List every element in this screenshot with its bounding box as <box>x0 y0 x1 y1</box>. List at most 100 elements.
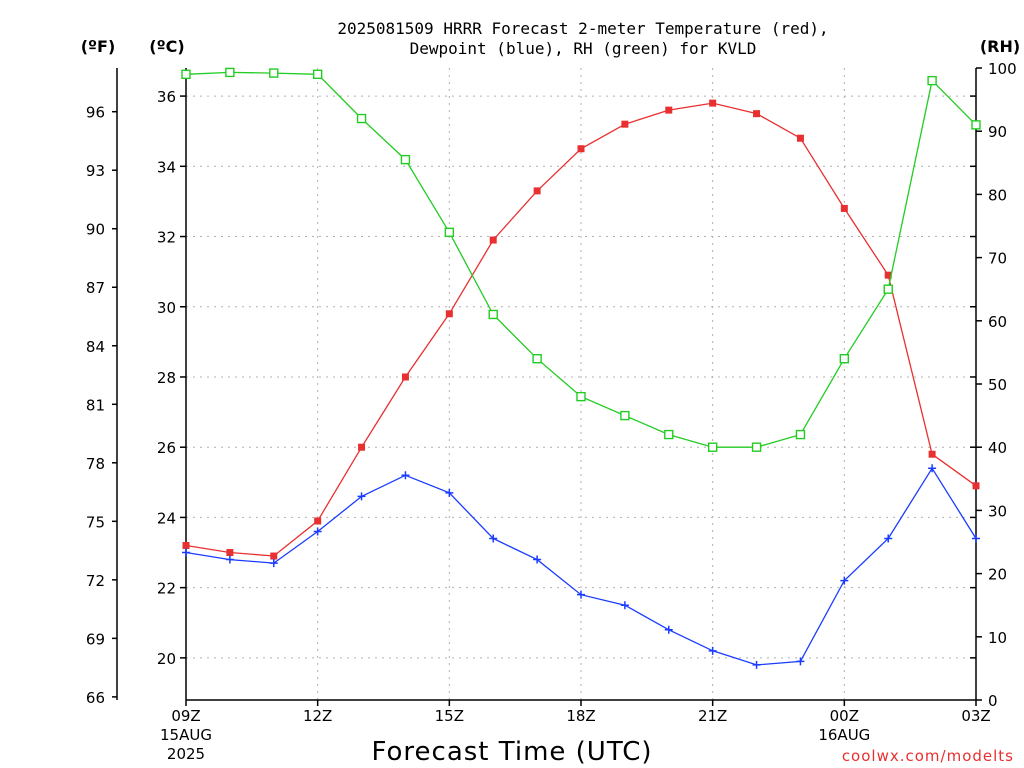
rh-unit-label: (RH) <box>980 37 1020 56</box>
rh-point <box>971 120 981 130</box>
temperature-point <box>226 549 234 557</box>
rh-point <box>839 354 850 364</box>
dewpoint-point <box>928 464 937 473</box>
x-tick-label: 15Z <box>435 707 464 725</box>
fahrenheit-tick-label: 93 <box>86 162 105 180</box>
x-tick-label: 18Z <box>566 707 595 725</box>
rh-tick-label: 70 <box>988 250 1007 268</box>
fahrenheit-tick-label: 90 <box>86 221 105 239</box>
rh-point <box>664 429 674 440</box>
x-tick-label: 12Z <box>303 707 332 725</box>
temperature-point <box>533 187 541 195</box>
x-tick-year-label: 2025 <box>167 745 205 763</box>
fahrenheit-tick-label: 78 <box>86 455 105 473</box>
x-tick-date-label: 15AUG <box>160 726 212 744</box>
temperature-point <box>314 517 322 525</box>
temperature-point <box>796 134 804 142</box>
rh-point <box>312 69 323 80</box>
fahrenheit-tick-label: 75 <box>86 513 105 531</box>
temperature-point <box>621 120 629 128</box>
fahrenheit-tick-label: 69 <box>86 630 105 648</box>
dewpoint-point <box>182 548 190 557</box>
dewpoint-point <box>445 488 454 497</box>
dewpoint-point <box>313 527 322 536</box>
temperature-point <box>928 450 936 458</box>
dewpoint-point <box>884 534 893 543</box>
fahrenheit-tick-label: 84 <box>86 338 105 356</box>
temperature-point <box>884 271 892 279</box>
rh-point <box>795 429 806 440</box>
dewpoint-point <box>225 555 234 564</box>
rh-tick-label: 30 <box>988 502 1007 520</box>
dewpoint-point <box>796 657 805 666</box>
rh-tick-label: 10 <box>988 629 1007 647</box>
rh-point <box>444 227 455 238</box>
rh-point <box>620 410 630 421</box>
rh-tick-label: 60 <box>988 313 1007 331</box>
rh-tick-label: 100 <box>988 60 1017 78</box>
temperature-point <box>445 310 453 318</box>
x-axis-title: Forecast Time (UTC) <box>371 737 652 767</box>
celsius-tick-label: 36 <box>157 88 176 106</box>
temperature-point <box>577 145 585 153</box>
celsius-tick-label: 20 <box>157 650 176 668</box>
dewpoint-point <box>620 601 629 610</box>
fahrenheit-tick-label: 66 <box>86 689 105 707</box>
temperature-point <box>840 204 848 212</box>
dewpoint-point <box>489 534 498 543</box>
fahrenheit-unit-label: (ºF) <box>81 37 116 56</box>
temperature-point <box>489 236 497 244</box>
temperature-point <box>270 552 278 560</box>
rh-point <box>269 68 279 78</box>
dewpoint-point <box>708 646 717 655</box>
celsius-tick-label: 32 <box>157 229 176 247</box>
rh-point <box>400 154 411 165</box>
rh-point <box>225 67 235 78</box>
rh-point <box>927 75 937 86</box>
rh-point <box>488 309 498 320</box>
celsius-unit-label: (ºC) <box>149 37 184 56</box>
temperature-point <box>358 443 366 451</box>
dewpoint-point <box>577 590 585 599</box>
dewpoint-point <box>664 625 673 634</box>
series <box>181 67 981 669</box>
temperature-point <box>665 106 673 114</box>
rh-point <box>356 113 367 124</box>
chart-title-line-2: Dewpoint (blue), RH (green) for KVLD <box>410 39 757 58</box>
dewpoint-point <box>533 555 542 564</box>
fahrenheit-tick-label: 72 <box>86 572 105 590</box>
rh-point <box>883 284 893 294</box>
rh-point <box>181 69 191 80</box>
celsius-tick-label: 34 <box>157 158 176 176</box>
temperature-point <box>753 110 761 118</box>
rh-tick-label: 90 <box>988 123 1007 141</box>
dewpoint-point <box>840 576 849 585</box>
celsius-tick-label: 24 <box>157 509 176 527</box>
x-tick-label: 00Z <box>830 707 859 725</box>
celsius-tick-label: 28 <box>157 369 176 387</box>
x-tick-label: 03Z <box>961 707 990 725</box>
gridlines <box>186 68 976 700</box>
fahrenheit-tick-label: 96 <box>86 104 105 122</box>
fahrenheit-tick-label: 81 <box>86 396 105 414</box>
dewpoint-point <box>269 559 278 568</box>
temperature-point <box>401 373 409 381</box>
x-tick-label: 21Z <box>698 707 727 725</box>
chart-title-line-1: 2025081509 HRRR Forecast 2-meter Tempera… <box>337 19 828 38</box>
rh-tick-label: 80 <box>988 186 1007 204</box>
celsius-tick-label: 22 <box>157 580 176 598</box>
credit-text: coolwx.com/modelts <box>842 747 1014 765</box>
ticks: 20 22 24 26 28 30 32 34 36 66 69 72 75 78 81 84 87 90 93 96… <box>86 60 1017 763</box>
x-tick-label: 09Z <box>171 707 200 725</box>
rh-point <box>751 442 762 452</box>
dewpoint-point <box>972 534 980 543</box>
rh-point <box>576 391 586 402</box>
fahrenheit-tick-label: 87 <box>86 279 105 297</box>
celsius-tick-label: 30 <box>157 299 176 317</box>
rh-point <box>707 442 718 452</box>
dewpoint-point <box>752 660 761 669</box>
dewpoint-point <box>357 492 366 501</box>
rh-tick-label: 40 <box>988 439 1007 457</box>
dewpoint-point <box>401 471 410 480</box>
